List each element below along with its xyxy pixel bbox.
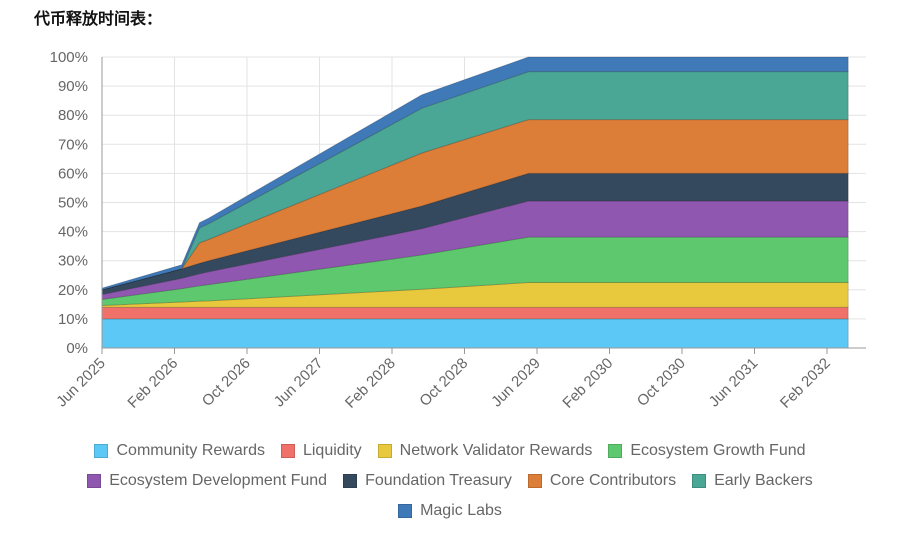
legend-item-foundation-treasury[interactable]: Foundation Treasury bbox=[343, 472, 512, 490]
y-tick-label: 90% bbox=[58, 78, 88, 95]
legend-swatch bbox=[94, 444, 109, 458]
legend-row: Community Rewards Liquidity Network Valida… bbox=[0, 436, 900, 466]
area-ecosystem-development-fund bbox=[101, 200, 849, 300]
area-liquidity bbox=[101, 306, 849, 320]
x-tick-label: Jun 2029 bbox=[488, 355, 544, 411]
legend-label: Network Validator Rewards bbox=[399, 442, 593, 459]
y-tick-label: 100% bbox=[50, 49, 88, 66]
legend-item-magic-labs[interactable]: Magic Labs bbox=[398, 502, 502, 520]
legend-swatch bbox=[398, 504, 413, 518]
legend-item-network-validator-rewards[interactable]: Network Validator Rewards bbox=[377, 442, 593, 460]
legend-label: Core Contributors bbox=[549, 472, 677, 489]
legend-item-ecosystem-development-fund[interactable]: Ecosystem Development Fund bbox=[87, 472, 327, 490]
legend-item-community-rewards[interactable]: Community Rewards bbox=[94, 442, 265, 460]
x-tick-label: Jun 2025 bbox=[53, 355, 109, 411]
legend-label: Foundation Treasury bbox=[365, 472, 512, 489]
legend-label: Community Rewards bbox=[116, 442, 265, 459]
y-tick-label: 70% bbox=[58, 136, 88, 153]
legend-label: Magic Labs bbox=[420, 502, 502, 519]
x-tick-label: Oct 2028 bbox=[416, 355, 471, 410]
y-tick-label: 20% bbox=[58, 282, 88, 299]
legend-label: Ecosystem Development Fund bbox=[109, 472, 328, 489]
legend-label: Early Backers bbox=[714, 472, 813, 489]
legend-swatch bbox=[608, 444, 623, 458]
x-tick-label: Jun 2027 bbox=[271, 355, 327, 411]
legend-swatch bbox=[87, 474, 102, 488]
x-tick-label: Feb 2030 bbox=[559, 355, 616, 412]
legend-swatch bbox=[377, 444, 392, 458]
legend-swatch bbox=[527, 474, 542, 488]
legend: Community Rewards Liquidity Network Valida… bbox=[0, 436, 900, 526]
stacked-area-chart: 0% 10% 20% 30% 40% 50% 60% 70% 80% 90% 100% Jun 202… bbox=[50, 49, 866, 412]
x-tick-label: Jun 2031 bbox=[706, 355, 762, 411]
y-tick-label: 60% bbox=[58, 165, 88, 182]
legend-item-core-contributors[interactable]: Core Contributors bbox=[527, 472, 677, 490]
legend-item-early-backers[interactable]: Early Backers bbox=[692, 472, 813, 490]
x-tick-label: Feb 2028 bbox=[342, 355, 399, 412]
y-tick-label: 40% bbox=[58, 224, 88, 241]
page-title: 代币释放时间表： bbox=[34, 9, 163, 28]
legend-item-ecosystem-growth-fund[interactable]: Ecosystem Growth Fund bbox=[608, 442, 806, 460]
x-tick-label: Feb 2026 bbox=[124, 355, 181, 412]
area-magic-labs bbox=[101, 56, 849, 291]
legend-row: Ecosystem Development Fund Foundation Tre… bbox=[0, 466, 900, 496]
y-tick-label: 80% bbox=[58, 107, 88, 124]
legend-label: Liquidity bbox=[302, 442, 362, 459]
legend-swatch bbox=[343, 474, 358, 488]
x-tick-label: Feb 2032 bbox=[777, 355, 834, 412]
legend-swatch bbox=[280, 444, 295, 458]
x-tick-label: Oct 2026 bbox=[199, 355, 254, 410]
legend-swatch bbox=[692, 474, 707, 488]
legend-item-liquidity[interactable]: Liquidity bbox=[280, 442, 362, 460]
x-tick-label: Oct 2030 bbox=[634, 355, 689, 410]
y-tick-label: 10% bbox=[58, 311, 88, 328]
area-community-rewards bbox=[101, 318, 849, 349]
legend-label: Ecosystem Growth Fund bbox=[630, 442, 806, 459]
y-tick-label: 30% bbox=[58, 253, 88, 270]
legend-row: Magic Labs bbox=[0, 496, 900, 526]
y-tick-label: 0% bbox=[66, 340, 88, 357]
y-tick-label: 50% bbox=[58, 195, 88, 212]
